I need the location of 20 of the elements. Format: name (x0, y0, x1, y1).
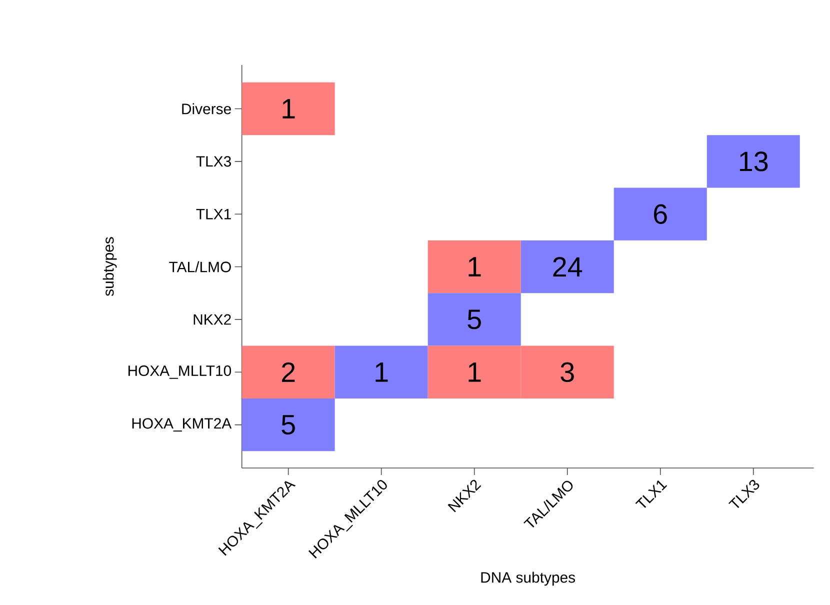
y-axis-title: subtypes (102, 237, 117, 296)
y-tick-label: TLX3 (196, 156, 231, 167)
y-tick-label: Diverse (182, 103, 231, 114)
y-tick-label: HOXA_KMT2A (132, 418, 232, 432)
data-label: 1 (376, 362, 388, 382)
data-label: 24 (553, 257, 582, 277)
y-tick-label: HOXA_MLLT10 (128, 365, 232, 379)
y-tick-label: TAL/LMO (169, 261, 231, 272)
x-axis-title: DNA subtypes (481, 572, 576, 586)
data-label: 3 (560, 362, 574, 382)
data-label: 1 (468, 362, 481, 382)
data-label: 5 (468, 310, 481, 330)
y-tick-label: NKX2 (194, 314, 231, 325)
data-label: 13 (740, 152, 768, 172)
y-tick-label: TLX1 (196, 208, 231, 220)
data-label: 1 (468, 257, 481, 276)
data-label: 1 (282, 99, 295, 118)
data-label: 2 (282, 362, 295, 382)
data-label: 6 (654, 204, 667, 224)
data-label: 5 (282, 415, 295, 435)
